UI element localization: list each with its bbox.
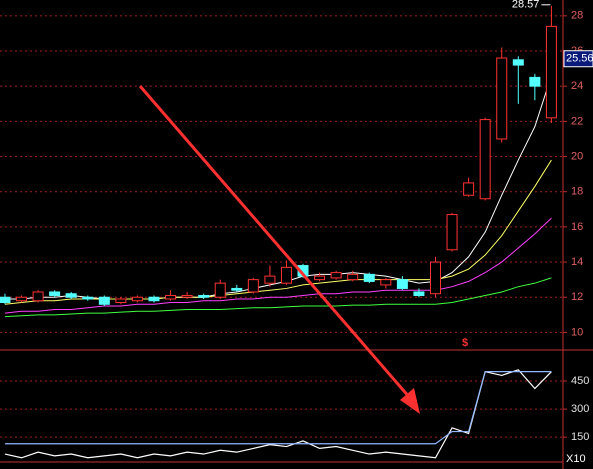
candle-body [16,296,28,302]
candle-body [131,296,143,302]
last-price-box [563,50,593,68]
y-tick-label: 28 [571,10,583,22]
y-tick-label: 150 [571,431,589,443]
candle-body [98,296,110,305]
candle-body [446,214,458,251]
candle-body [181,294,193,298]
y-tick-label: 12 [571,291,583,303]
candle-body [529,76,541,87]
candle-body [231,287,243,291]
y-tick-label: 16 [571,221,583,233]
moving-average [4,217,552,314]
candle-body [82,296,94,300]
candle-body [396,279,408,289]
candle-body [148,296,160,302]
y-tick-label: 14 [571,256,583,268]
candle-body [429,261,441,295]
indicator-line [4,369,552,459]
candle-body [165,294,177,300]
last-price-label: 25.56 [566,53,593,65]
candle-body [115,298,127,304]
candle-body [347,273,359,281]
candle-body [363,273,375,282]
annotation-arrowhead [400,388,420,414]
candle-body [463,182,475,196]
candle-body [280,266,292,284]
candle-body [380,279,392,286]
annotation-arrow [138,85,412,399]
y-tick-label: 22 [571,115,583,127]
axis-unit: X10 [566,453,586,465]
candle-body [65,293,77,298]
candle-body [496,57,508,140]
candle-body [413,291,425,296]
indicator-line [4,371,552,445]
moving-average [4,159,552,305]
y-tick-label: 450 [571,375,589,387]
candle-body [479,119,491,200]
candle-body [49,291,61,296]
moving-average [4,75,552,300]
y-tick-label: 24 [571,80,583,92]
y-tick-label: 10 [571,326,583,338]
y-tick-label: 300 [571,403,589,415]
candle-body [512,59,524,66]
candle-body [32,291,44,302]
moving-average [4,277,552,318]
candle-body [247,279,259,293]
candle-body [214,282,226,298]
max-label: 28.57 [512,0,540,11]
candle-body [264,275,276,284]
y-tick-label: 18 [571,186,583,198]
candle-body [0,296,11,304]
candle-body [198,294,210,298]
candle-body [545,25,557,119]
candle-body [330,272,342,279]
y-tick-label: 20 [571,150,583,162]
signal-marker: $ [462,337,468,349]
candle-body [314,275,326,281]
